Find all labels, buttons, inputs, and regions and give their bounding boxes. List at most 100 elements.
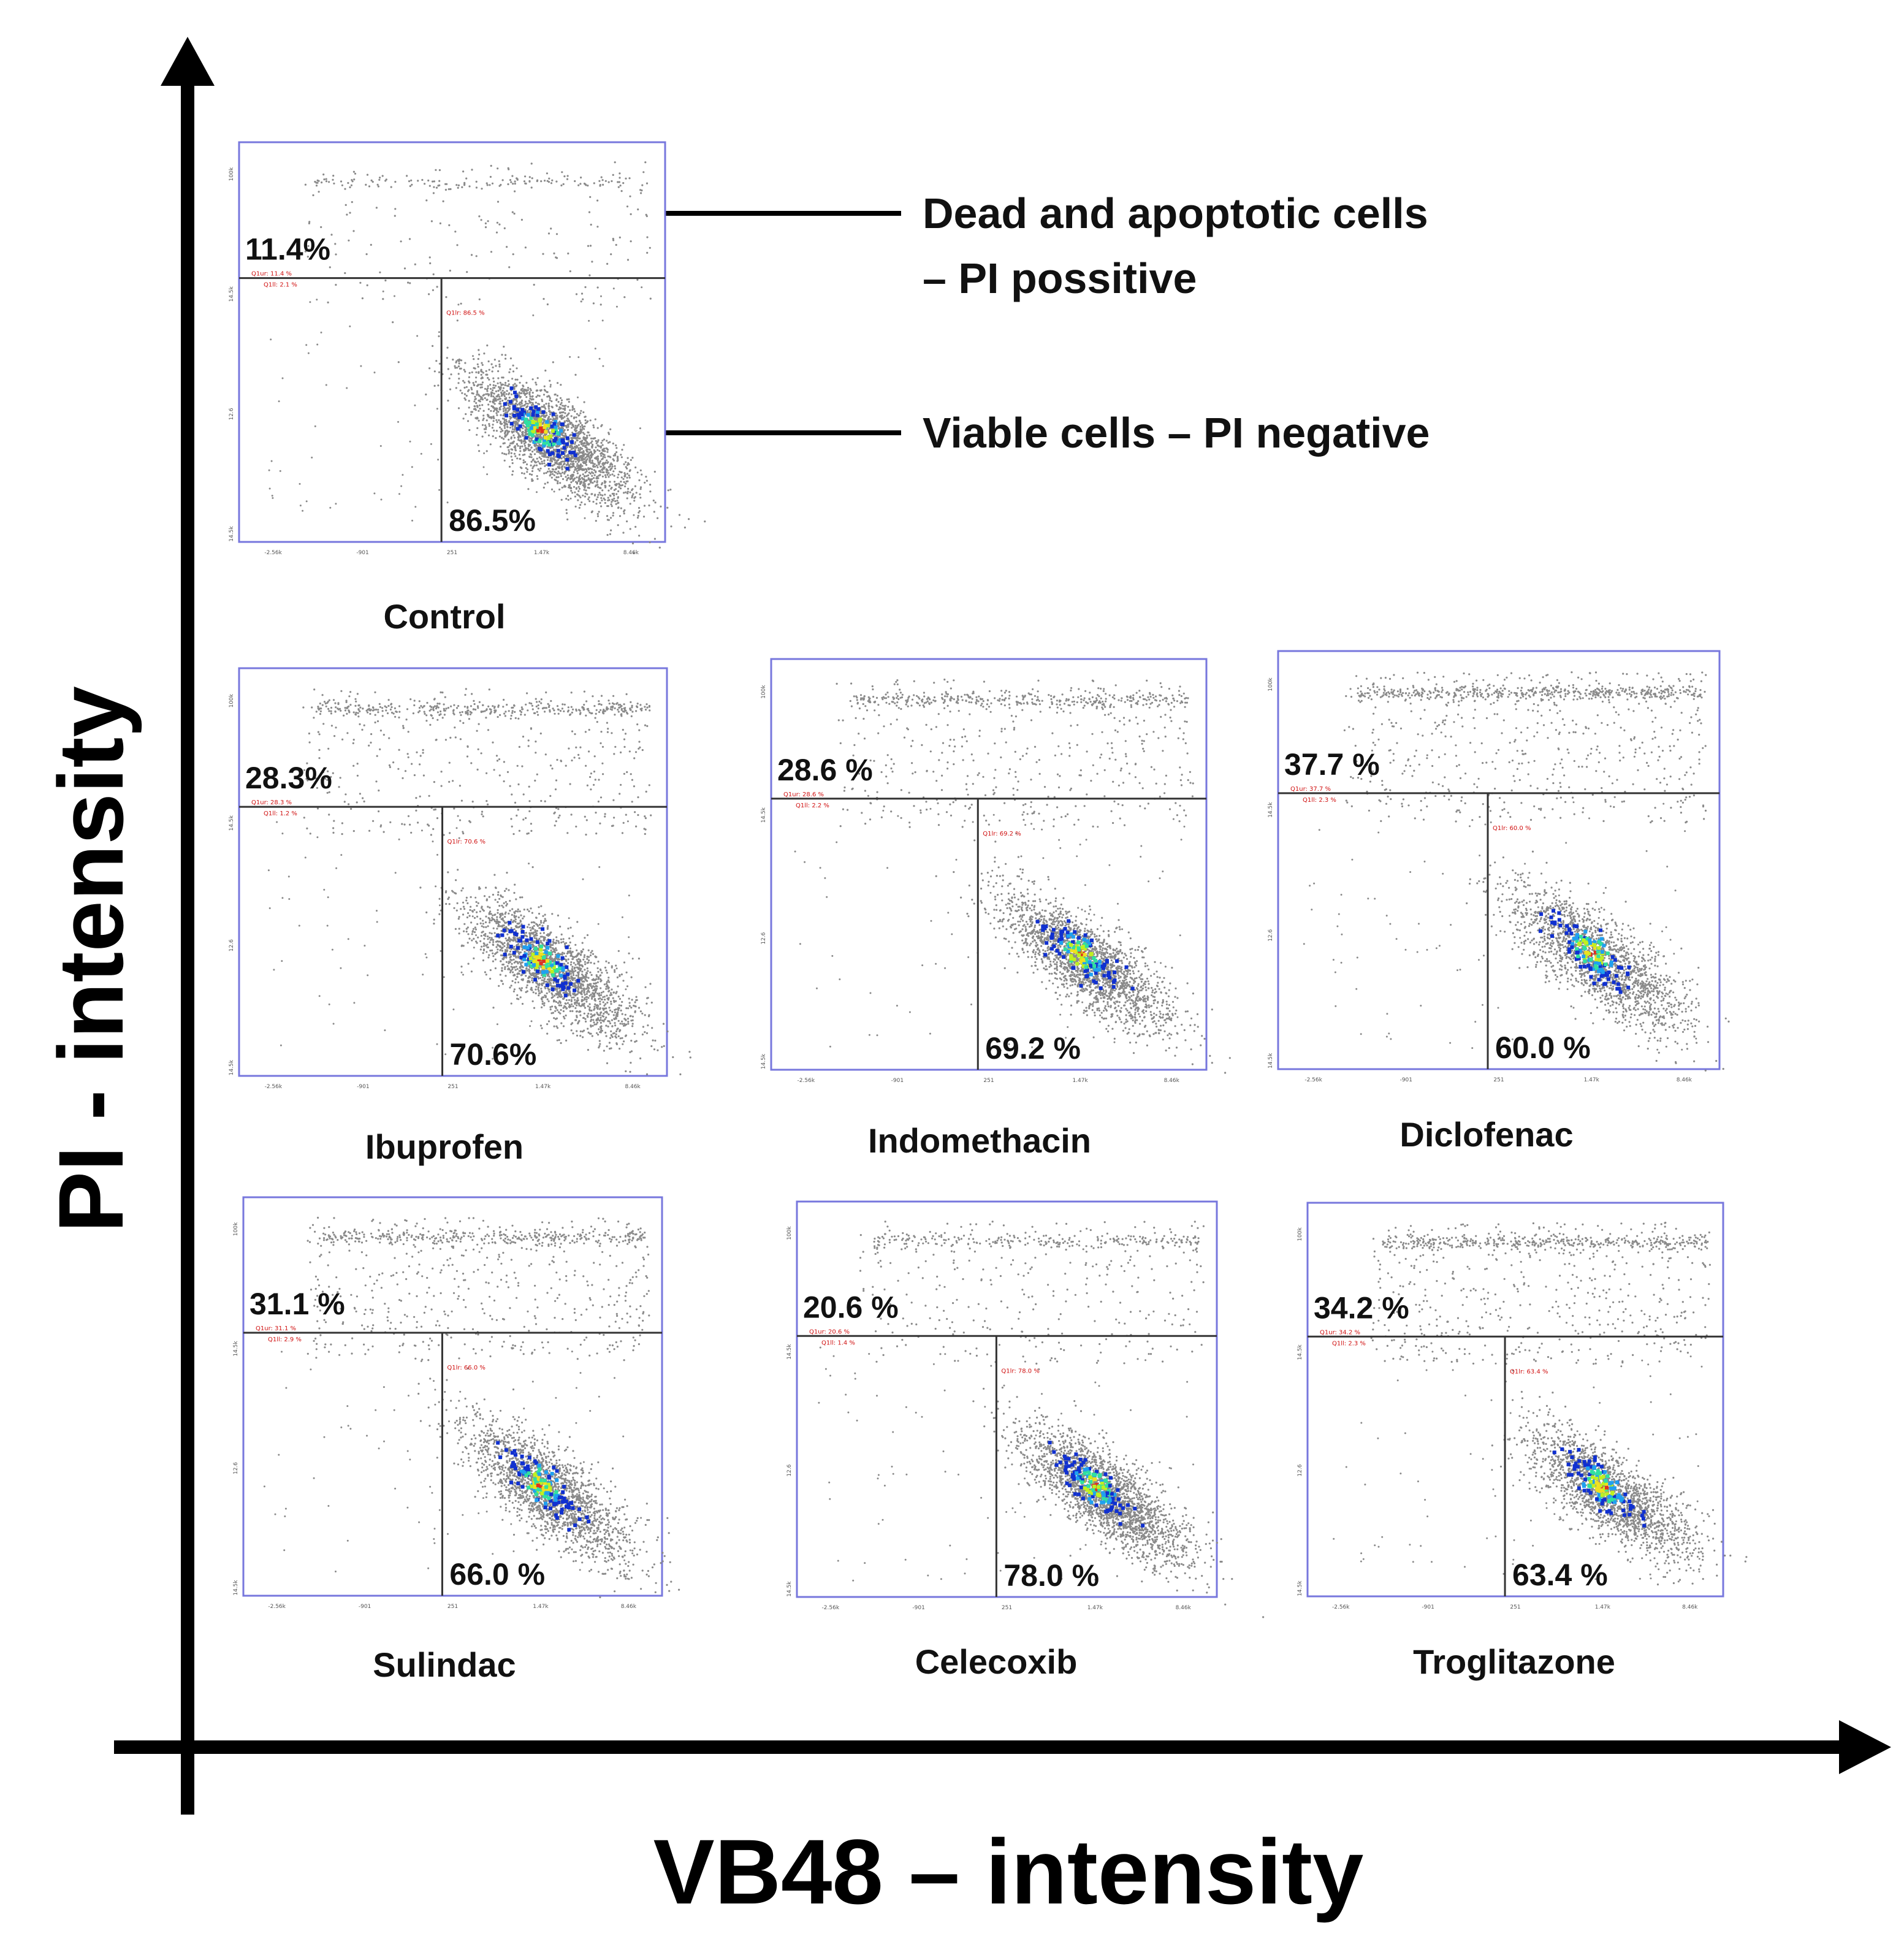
event-dead [436, 817, 439, 820]
event-viable [482, 417, 485, 420]
event-dead [439, 222, 442, 224]
event-dead [637, 813, 639, 817]
event-dead [586, 784, 589, 787]
event-viable [571, 996, 573, 999]
event-viable [600, 1016, 602, 1019]
density-cell [541, 410, 546, 414]
event-viable [588, 448, 591, 451]
event-dead [500, 183, 502, 186]
event-viable [585, 475, 588, 478]
event-viable [574, 445, 576, 448]
event-dead [318, 757, 321, 760]
event-viable [520, 987, 524, 989]
event-dead [606, 722, 609, 724]
event-viable [514, 426, 516, 429]
event-sparse [568, 917, 570, 920]
density-cell [524, 436, 528, 440]
gate-label: Q1lr: 86.5 % [446, 310, 484, 317]
event-dead [474, 708, 477, 711]
event-viable [600, 493, 602, 496]
event-viable [495, 436, 497, 440]
event-viable [639, 488, 642, 490]
event-dead [511, 175, 514, 177]
event-viable [505, 408, 507, 410]
event-dead [445, 707, 447, 710]
density-cell [552, 438, 557, 443]
event-viable [552, 458, 555, 461]
event-viable [481, 386, 483, 389]
event-dead [349, 691, 352, 693]
density-cell [531, 410, 536, 414]
event-dead [644, 828, 647, 831]
event-viable [525, 467, 527, 470]
density-cell [505, 413, 509, 417]
x-tick-label: 1.47k [534, 550, 550, 556]
event-viable [539, 467, 542, 470]
event-viable [464, 362, 466, 364]
flow-cytometry-panels: Q1ur: 11.4 %Q1ll: 2.1 %Q1lr: 86.5 %-2.56… [229, 141, 1748, 1684]
event-viable [607, 466, 610, 468]
event-viable [551, 473, 554, 475]
event-viable [635, 492, 638, 494]
event-dead [312, 194, 314, 197]
event-viable [490, 410, 492, 412]
event-dead [325, 705, 327, 707]
event-viable [492, 389, 494, 392]
event-dead [417, 821, 419, 824]
event-viable [574, 460, 577, 463]
event-dead [503, 780, 505, 783]
event-dead [400, 240, 402, 243]
event-viable [596, 457, 600, 460]
event-viable [546, 456, 549, 459]
event-viable [596, 427, 599, 429]
event-sparse [539, 932, 542, 934]
event-dead [637, 796, 639, 799]
event-viable [595, 464, 598, 467]
event-viable [533, 464, 536, 467]
event-viable [604, 484, 606, 487]
event-viable [575, 481, 577, 483]
event-viable [562, 940, 565, 943]
event-viable [519, 458, 522, 460]
density-cell [550, 424, 554, 429]
event-viable [563, 409, 566, 411]
event-viable [514, 421, 516, 424]
panel-frame [238, 141, 666, 543]
event-viable [549, 379, 551, 382]
event-viable [555, 416, 558, 419]
event-dead [425, 714, 428, 717]
event-sparse [472, 355, 474, 357]
event-dead [551, 768, 554, 770]
event-viable [518, 922, 520, 924]
event-viable [527, 488, 530, 490]
event-viable [626, 492, 629, 495]
event-dead [325, 178, 327, 180]
event-viable [510, 448, 512, 451]
event-dead [640, 192, 642, 194]
event-dead [577, 753, 580, 756]
event-viable [488, 378, 490, 381]
event-dead [516, 177, 518, 180]
event-dead [530, 186, 533, 189]
event-viable [518, 454, 521, 456]
event-dead [518, 745, 521, 748]
event-viable [557, 382, 559, 384]
event-dead [540, 180, 543, 183]
event-viable [471, 388, 473, 391]
event-viable [512, 990, 516, 993]
event-dead [537, 704, 539, 707]
event-dead [481, 813, 483, 815]
event-viable [489, 921, 491, 924]
event-viable [571, 935, 574, 937]
event-viable [460, 367, 462, 370]
event-dead [468, 718, 471, 720]
event-dead [575, 293, 578, 295]
event-viable [488, 913, 490, 915]
event-viable [590, 493, 593, 495]
event-viable [583, 428, 585, 430]
event-viable [486, 946, 489, 948]
event-viable [481, 362, 483, 364]
event-viable [612, 454, 615, 457]
event-viable [568, 484, 570, 487]
event-dead [604, 813, 606, 815]
